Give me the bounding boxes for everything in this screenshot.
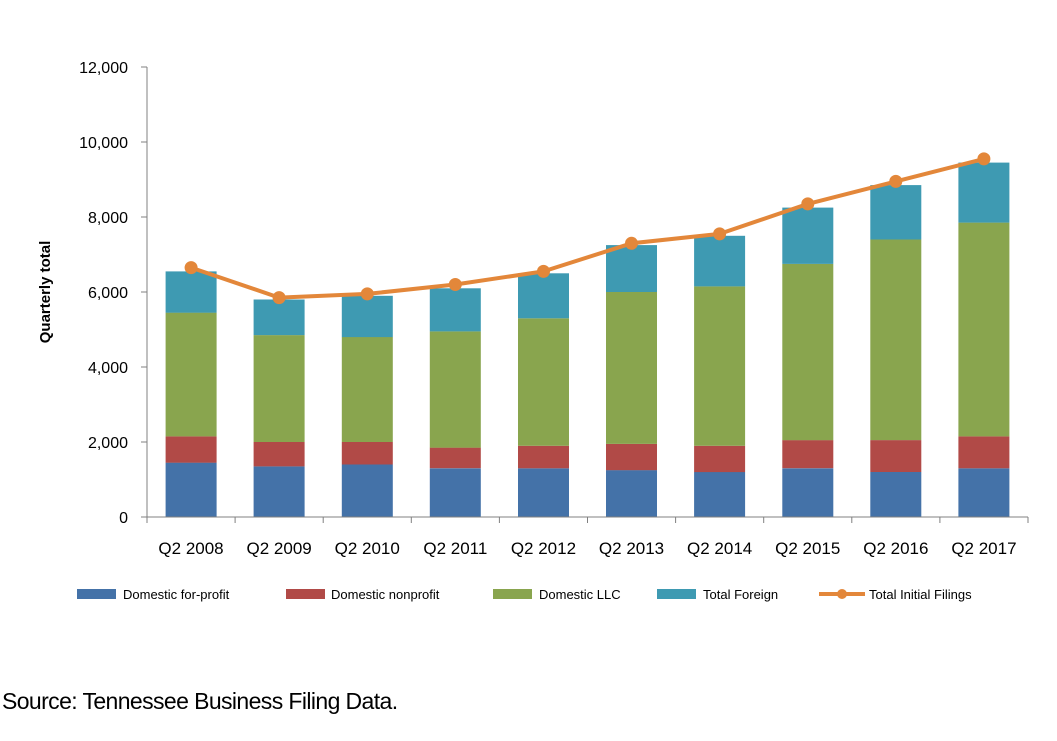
y-axis-label: Quarterly total [37, 241, 54, 344]
bar-domestic-for-profit-1 [253, 466, 305, 517]
legend-swatch-domestic-nonprofit [286, 589, 325, 599]
bar-domestic-nonprofit-6 [694, 445, 746, 473]
y-tick-label: 10,000 [79, 135, 128, 152]
bar-domestic-nonprofit-2 [341, 442, 393, 465]
total-filings-marker-6 [713, 227, 727, 241]
bar-domestic-for-profit-4 [518, 468, 569, 518]
legend: Domestic for-profit Domestic nonprofit Dom… [77, 587, 972, 602]
source-note: Source: Tennessee Business Filing Data. [2, 688, 398, 714]
bar-domestic-llc-2 [341, 337, 393, 442]
bar-total-foreign-2 [341, 295, 393, 338]
bar-domestic-nonprofit-0 [165, 436, 217, 463]
y-tick-label: 6,000 [88, 285, 128, 302]
bar-domestic-for-profit-6 [694, 472, 746, 517]
legend-swatch-total-foreign [657, 589, 696, 599]
bar-domestic-for-profit-5 [606, 470, 657, 517]
bar-domestic-nonprofit-8 [870, 440, 922, 472]
bar-domestic-llc-4 [518, 318, 569, 446]
x-tick-label: Q2 2015 [775, 539, 840, 558]
bar-total-foreign-9 [958, 162, 1010, 223]
bar-domestic-llc-5 [606, 292, 657, 444]
legend-label-total-foreign: Total Foreign [703, 587, 778, 602]
total-filings-marker-5 [625, 236, 638, 250]
bar-domestic-nonprofit-3 [429, 447, 481, 469]
x-tick-label: Q2 2017 [951, 539, 1016, 558]
x-tick-label: Q2 2014 [687, 539, 752, 558]
bar-total-foreign-6 [694, 235, 746, 287]
legend-label-domestic-nonprofit: Domestic nonprofit [331, 587, 440, 602]
legend-label-total-initial-filings: Total Initial Filings [869, 587, 972, 602]
bar-domestic-nonprofit-1 [253, 442, 305, 467]
axes-layer: 0 2,000 4,000 6,000 8,000 10,000 12,000 Q2 2008… [79, 60, 1029, 558]
total-filings-marker-9 [977, 152, 991, 166]
bar-domestic-nonprofit-7 [782, 440, 834, 469]
bar-domestic-nonprofit-5 [606, 443, 657, 471]
bar-domestic-llc-9 [958, 222, 1010, 437]
bar-domestic-llc-6 [694, 286, 746, 446]
bar-total-foreign-1 [253, 299, 305, 336]
total-filings-marker-1 [272, 291, 286, 305]
x-tick-label: Q2 2013 [599, 539, 664, 558]
total-filings-marker-4 [537, 264, 550, 278]
total-filings-marker-3 [448, 278, 462, 291]
bar-domestic-for-profit-7 [782, 468, 834, 518]
bar-domestic-nonprofit-4 [518, 445, 569, 469]
x-tick-label: Q2 2008 [158, 539, 223, 558]
legend-swatch-domestic-llc [493, 589, 532, 599]
y-tick-label: 2,000 [88, 435, 128, 452]
y-tick-label: 12,000 [79, 60, 128, 77]
bar-domestic-for-profit-8 [870, 472, 922, 517]
bar-total-foreign-7 [782, 207, 834, 264]
legend-label-domestic-for-profit: Domestic for-profit [123, 587, 230, 602]
bar-domestic-llc-3 [429, 331, 481, 448]
bar-domestic-llc-1 [253, 335, 305, 442]
y-tick-label: 8,000 [88, 210, 128, 227]
bar-domestic-llc-8 [870, 239, 922, 441]
y-tick-label: 4,000 [88, 360, 128, 377]
x-tick-label: Q2 2010 [335, 539, 400, 558]
legend-swatch-marker-total-initial-filings [837, 589, 847, 599]
bars-layer [165, 162, 1010, 518]
bar-total-foreign-8 [870, 185, 922, 240]
total-filings-marker-8 [889, 174, 903, 188]
total-filings-line [190, 156, 985, 300]
total-line-layer [184, 152, 991, 305]
bar-domestic-nonprofit-9 [958, 436, 1010, 469]
bar-domestic-for-profit-0 [165, 462, 217, 517]
bar-domestic-for-profit-2 [341, 464, 393, 517]
total-filings-marker-7 [801, 197, 815, 211]
x-tick-label: Q2 2016 [863, 539, 928, 558]
bar-total-foreign-3 [429, 288, 481, 332]
legend-swatch-domestic-for-profit [77, 589, 116, 599]
bar-domestic-llc-7 [782, 263, 834, 441]
y-tick-label: 0 [119, 510, 128, 527]
bar-domestic-for-profit-3 [429, 468, 481, 518]
x-tick-label: Q2 2009 [247, 539, 312, 558]
bar-domestic-llc-0 [165, 312, 217, 437]
legend-label-domestic-llc: Domestic LLC [539, 587, 621, 602]
bar-total-foreign-4 [518, 273, 569, 319]
x-tick-label: Q2 2011 [423, 539, 487, 558]
bar-domestic-for-profit-9 [958, 468, 1010, 518]
total-filings-marker-2 [360, 287, 374, 301]
x-tick-label: Q2 2012 [511, 539, 576, 558]
stacked-bar-line-chart: 0 2,000 4,000 6,000 8,000 10,000 12,000 Q2 2008… [37, 60, 1029, 602]
total-filings-marker-0 [184, 261, 198, 275]
bar-total-foreign-0 [165, 271, 217, 313]
bar-total-foreign-5 [606, 245, 657, 292]
